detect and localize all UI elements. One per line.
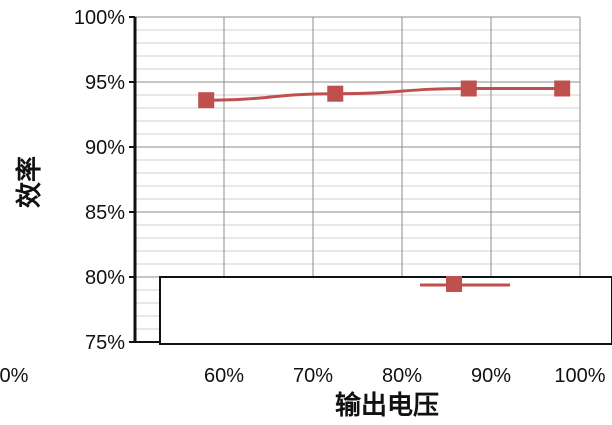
series-line — [206, 86, 563, 102]
tick-labels: 100% 95% 90% 85% 80% 75% 60% 70% 80% 90% 100% 0% — [0, 7, 606, 387]
x-tick-label: 70% — [293, 365, 333, 387]
y-tick-label: 80% — [85, 267, 125, 289]
y-tick-label: 95% — [85, 72, 125, 94]
y-tick-label: 75% — [85, 332, 125, 354]
y-tick-label: 90% — [85, 137, 125, 159]
legend-box — [159, 276, 612, 345]
x-tick-label: 60% — [204, 365, 244, 387]
x-tick-label: 90% — [471, 365, 511, 387]
data-point — [460, 80, 477, 97]
x-tick-label: 80% — [382, 365, 422, 387]
x-tick-label-partial: 0% — [0, 365, 29, 387]
series-layer — [198, 80, 571, 109]
y-tick-label: 100% — [74, 7, 125, 29]
y-tick-label: 85% — [85, 202, 125, 224]
x-axis-title: 输出电压 — [335, 390, 439, 421]
data-point — [327, 85, 344, 102]
legend-series-marker — [446, 276, 462, 292]
legend — [159, 276, 612, 345]
data-point — [198, 92, 215, 109]
data-point — [554, 80, 571, 97]
x-tick-label: 100% — [554, 365, 605, 387]
y-axis-title: 效率 — [14, 156, 45, 208]
